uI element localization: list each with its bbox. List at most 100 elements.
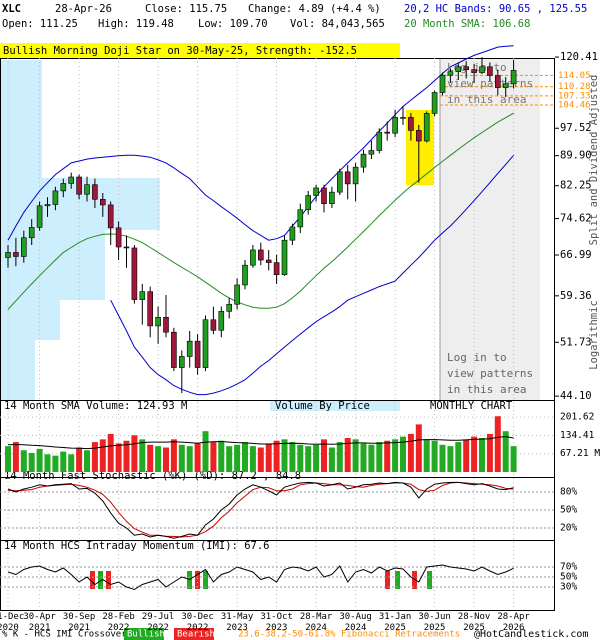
volume-title: 14 Month SMA Volume: 124.93 M [4,400,187,412]
candle-body [179,356,185,368]
volume-bar [463,439,470,472]
volume-bar [313,444,320,472]
candle-body [447,71,454,76]
candle-body [423,113,430,142]
bullish-label: Bullish [127,630,165,640]
x-tick-label: 30-Sep 2021 [63,612,96,633]
volume-bar [407,433,414,472]
sma-label: 20 Month SMA: 106.68 [404,18,530,30]
vbp-label-box [270,401,400,411]
high: High: 119.48 [98,18,174,30]
stoch-tick-label: 80% [560,487,577,498]
candle-body [186,340,193,357]
candle-body [13,252,19,257]
volume-bar [249,446,256,472]
bullish-swatch [124,628,164,640]
candle-body [321,187,327,204]
volume-bar [486,433,493,472]
candle-body [100,199,106,206]
volume-bar [163,447,169,472]
x-tick-label: 30-Apr 2021 [23,612,56,633]
volume-bar [360,443,367,472]
volume-bar [147,444,154,472]
volume-bar [368,444,375,472]
candle-body [439,74,446,93]
crossover-markers [90,571,432,589]
x-tick-label: 28-Apr 2026 [497,612,530,633]
volume-bar [60,451,67,472]
y-tick-label: 82.25 [560,180,592,192]
imi-tick-label: 30% [560,582,577,593]
date: 28-Apr-26 [55,3,112,15]
candle-body [52,190,59,205]
candle-body [463,66,470,70]
x-tick-label: 28-Mar 2024 [300,612,333,633]
volume-bar [494,416,501,472]
candle-body [210,319,217,331]
x-tick-label: 31-Oct 2023 [260,612,293,633]
volume-bar [344,438,351,472]
candle-body [147,291,153,327]
candle-body [234,284,240,305]
y-tick-label: 51.73 [560,336,592,348]
patterns-note: in this area [447,383,526,396]
volume-bar [336,442,343,472]
volume-bar [281,439,288,472]
volume-bar [210,442,217,472]
candle-body [360,153,367,168]
vbp-title: Volume By Price [275,400,370,412]
volume-bar [431,440,438,472]
candle-body [250,249,256,266]
volume-bar [321,439,327,472]
candle-body [242,264,248,286]
candle-body [60,183,67,192]
candle-body [257,249,264,261]
candle-body [281,239,288,275]
volume-bar [273,440,280,472]
volume-bar [297,444,304,472]
volume-tick-label: 134.41 M [560,430,600,441]
candle-body [502,83,509,88]
x-tick-label: 30-Jun 2025 [418,612,451,633]
volume-bar [107,433,114,472]
volume-bar [84,450,90,472]
x-tick-label: 31-May 2023 [221,612,254,633]
fib-legend: 23.6-38.2-50-61.8% Fibonacci Retracement… [238,630,460,640]
y-tick-label: 44.10 [560,390,592,402]
crossover-legend: % K - HCS IMI Crossover: [2,630,132,640]
candle-body [226,303,232,312]
candle-body [479,66,485,73]
stoch-k [7,481,514,539]
x-tick-label: 30-Aug 2024 [339,612,372,633]
volume-bar [234,444,241,472]
volume-bar [91,442,98,472]
volume-bar [447,446,454,472]
candle-body [218,311,225,331]
volume-bar [226,446,233,472]
volume-bar [170,439,177,472]
candle-body [36,205,43,228]
open: Open: 111.25 [2,18,78,30]
candle-body [313,187,319,196]
volume-bar [178,444,185,472]
candle-body [265,259,272,263]
candle-body [84,184,90,195]
candle-body [352,166,359,185]
volume-bar [510,446,517,472]
volume-bar [265,443,272,472]
y-tick-label: 97.52 [560,122,592,134]
x-tick-label: 29-Jul 2022 [142,612,175,633]
candle-body [155,317,161,327]
candle-body [289,226,296,241]
imi-title: 14 Month HCS Intraday Momentum (IMI): 67… [4,540,270,552]
candle-body [202,319,209,368]
upper-band [7,45,514,241]
candle-body [107,204,114,229]
y-tick-label: 59.36 [560,290,592,302]
candle-body [384,131,391,134]
scale-label: Logarithmic [588,300,600,370]
stochastic-title: 14 Month Fast Stochastic (%K) (%D): 87.2… [4,470,301,482]
stoch-tick-label: 20% [560,523,577,534]
frame [0,58,555,611]
volume-bar [305,446,312,472]
